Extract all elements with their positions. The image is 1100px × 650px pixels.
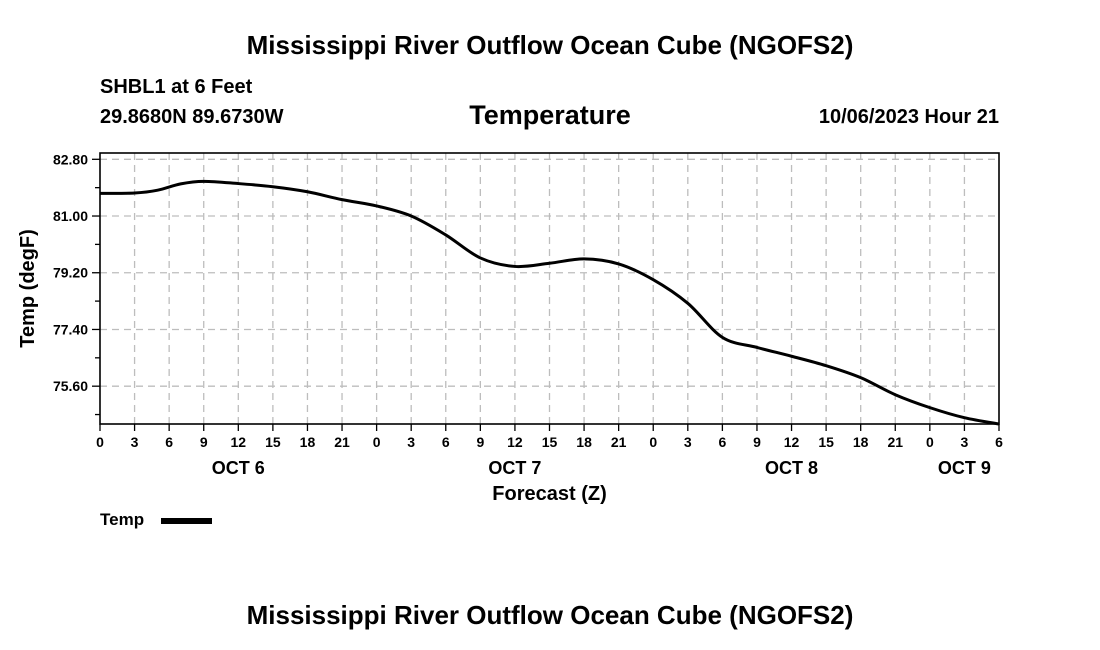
footer-title: Mississippi River Outflow Ocean Cube (NG… [246,600,854,630]
x-tick-label: 18 [853,434,869,450]
x-tick-label: 21 [887,434,903,450]
x-tick-label: 18 [300,434,316,450]
chart-title: Mississippi River Outflow Ocean Cube (NG… [246,30,854,60]
x-day-label: OCT 8 [765,458,818,478]
x-day-label: OCT 9 [938,458,991,478]
series-line-temp [99,179,1000,426]
x-tick-label: 15 [542,434,558,450]
x-tick-label: 3 [684,434,692,450]
x-tick-label: 0 [926,434,934,450]
x-tick-label: 6 [718,434,726,450]
y-tick-label: 75.60 [53,378,88,394]
x-tick-label: 3 [131,434,139,450]
x-day-label: OCT 6 [212,458,265,478]
station-coordinates: 29.8680N 89.6730W [100,106,284,128]
x-tick-label: 6 [442,434,450,450]
axes [92,152,1000,431]
x-tick-label: 12 [507,434,523,450]
x-tick-label: 9 [200,434,208,450]
x-day-label: OCT 7 [488,458,541,478]
x-tick-label: 15 [265,434,281,450]
x-tick-label: 15 [818,434,834,450]
x-tick-label: 21 [334,434,350,450]
x-axis-title: Forecast (Z) [492,483,606,505]
axis-labels: 82.80 81.00 79.20 77.40 75.60 0 3 6 9 12 15 18 21 0 3 6… [17,151,1003,505]
x-tick-label: 12 [231,434,247,450]
y-tick-label: 77.40 [53,321,88,337]
series-layer [99,179,1000,426]
legend-line-swatch [161,518,212,524]
grid-lines [100,153,999,424]
x-tick-label: 0 [96,434,104,450]
x-tick-label: 9 [753,434,761,450]
x-tick-label: 18 [576,434,592,450]
legend-label: Temp [100,510,145,529]
station-label: SHBL1 at 6 Feet [100,76,253,98]
y-tick-label: 81.00 [53,208,88,224]
x-tick-label: 12 [784,434,800,450]
y-tick-label: 79.20 [53,265,88,281]
x-tick-label: 0 [649,434,657,450]
x-tick-label: 6 [165,434,173,450]
x-tick-label: 6 [995,434,1003,450]
x-tick-label: 3 [407,434,415,450]
forecast-datetime: 10/06/2023 Hour 21 [818,106,999,128]
x-tick-label: 9 [476,434,484,450]
variable-title: Temperature [469,100,631,130]
x-tick-label: 0 [373,434,381,450]
y-tick-label: 82.80 [53,151,88,167]
x-tick-label: 3 [961,434,969,450]
x-tick-label: 21 [611,434,627,450]
y-axis-title: Temp (degF) [17,229,39,348]
